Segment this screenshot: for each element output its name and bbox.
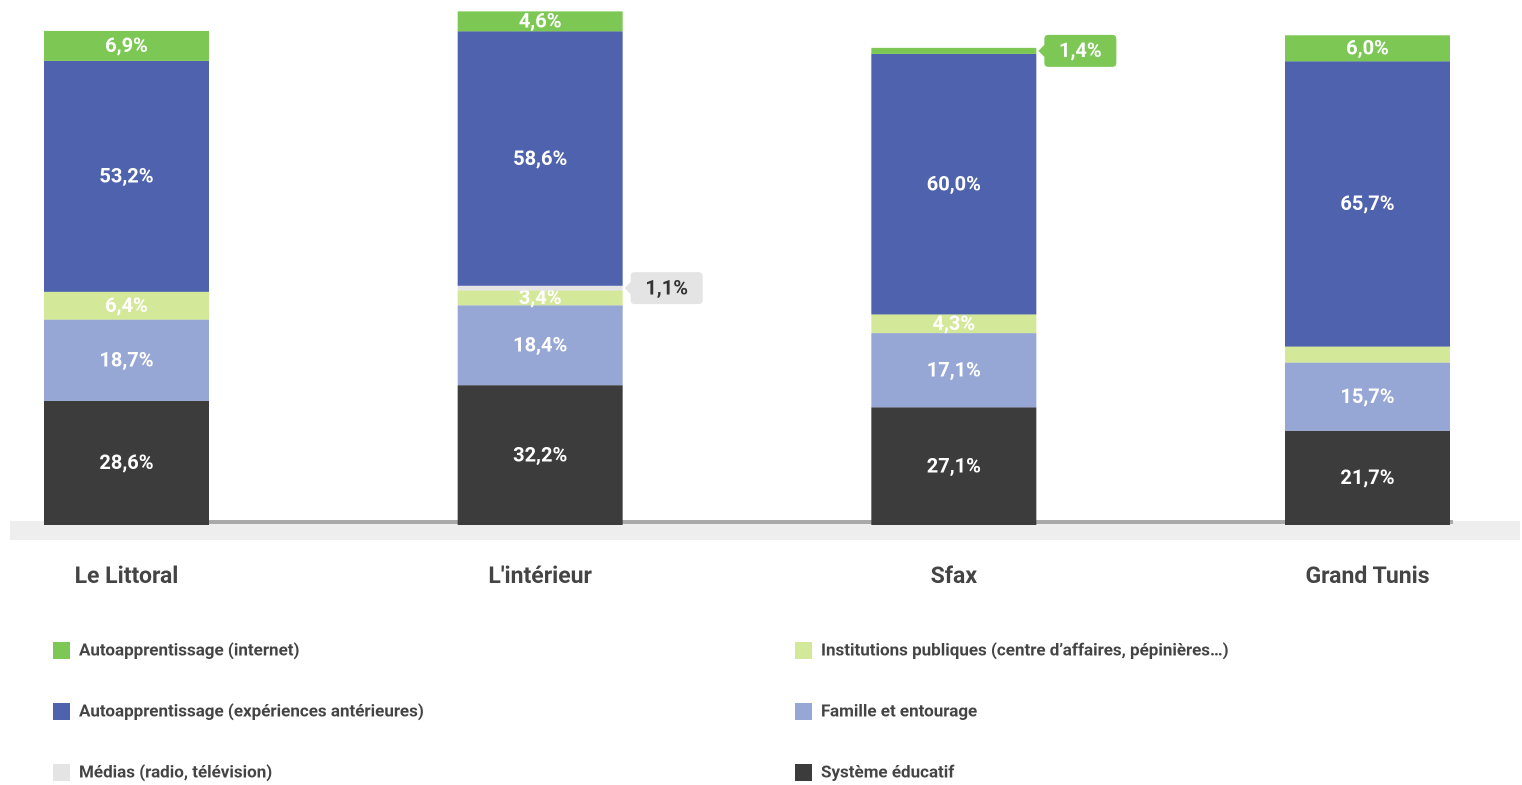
callout-box [624,272,703,305]
legend-label: Institutions publiques (centre d’affaire… [821,640,1229,660]
data-label: 1,1% [645,275,688,299]
bar-segment [871,407,1037,525]
x-tick-label: Sfax [931,562,978,589]
legend-swatch [53,642,70,659]
data-label: 27,1% [927,453,981,477]
bar-segment [1285,61,1450,347]
callout-box [1038,34,1117,67]
legend-swatch [53,764,70,781]
data-label: 58,6% [513,146,567,170]
bar-segment [871,314,1037,334]
data-label: 4,3% [933,311,976,335]
bar-segment [44,30,209,61]
data-label: 60,0% [927,171,981,195]
bar-segment [457,11,623,32]
data-label: 6,0% [1346,36,1389,60]
data-label: 1,4% [1059,38,1102,62]
legend-swatch [795,642,812,659]
data-label: 4,6% [519,9,562,33]
data-label: 6,9% [105,33,148,57]
data-label: 65,7% [1340,191,1394,215]
bar-segment [871,47,1037,54]
legend-swatch [53,703,70,720]
data-label: 17,1% [927,358,981,382]
legend-label: Autoapprentissage (expériences antérieur… [79,701,424,721]
bar-segment [457,31,623,286]
legend-label: Système éducatif [821,762,955,782]
legend-label: Famille et entourage [821,701,977,721]
bar-segment [44,291,209,320]
data-label: 18,7% [99,348,153,372]
x-tick-label: Grand Tunis [1305,562,1429,589]
bar-segment [1285,346,1450,363]
data-label: 28,6% [99,450,153,474]
legend-label: Autoapprentissage (internet) [79,640,300,660]
bar-segment [457,305,623,386]
data-label: 18,4% [513,333,567,357]
bar-segment [1285,430,1450,525]
bar-segment [457,290,623,306]
data-label: 32,2% [513,442,567,466]
bar-segment [457,285,623,291]
bar-segment [44,319,209,401]
data-label: 21,7% [1340,465,1394,489]
baseline-band [10,521,1520,540]
bar-segment [1285,362,1450,431]
bar-segment [44,400,209,525]
bar-segment [871,333,1037,408]
bar-segment [1285,35,1450,62]
legend-swatch [795,703,812,720]
data-label: 15,7% [1340,384,1394,408]
x-tick-label: L'intérieur [488,562,592,589]
x-tick-label: Le Littoral [75,562,179,589]
bar-segment [871,53,1037,315]
bar-segment [457,385,623,525]
legend-swatch [795,764,812,781]
data-label: 53,2% [99,164,153,188]
bar-segment [44,60,209,292]
legend-label: Médias (radio, télévision) [79,762,272,782]
data-label: 6,4% [105,293,148,317]
